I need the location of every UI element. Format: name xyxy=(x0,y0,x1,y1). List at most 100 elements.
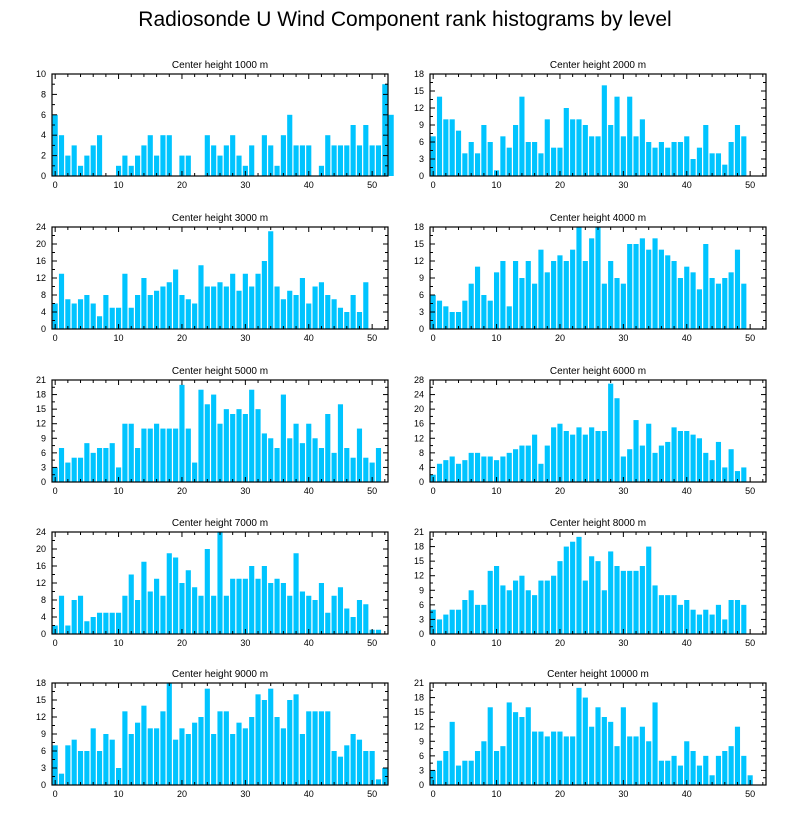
histogram-bar xyxy=(474,751,481,785)
y-tick-label: 12 xyxy=(414,722,424,732)
y-tick-label: 24 xyxy=(36,222,46,232)
histogram-bar xyxy=(677,278,683,329)
histogram-bar xyxy=(627,736,633,785)
histogram-bar xyxy=(500,456,506,482)
histogram-bar xyxy=(154,155,160,176)
histogram-bar xyxy=(147,428,153,482)
y-tick-label: 12 xyxy=(36,578,46,588)
histogram-bar xyxy=(481,456,487,482)
histogram-bar xyxy=(525,590,531,634)
x-tick-label: 30 xyxy=(240,789,250,799)
histogram-bar xyxy=(211,394,217,482)
x-tick-label: 10 xyxy=(492,638,502,648)
histogram-bar xyxy=(204,549,210,634)
histogram-bar xyxy=(71,600,77,634)
histogram-bar xyxy=(646,423,652,482)
histogram-bar xyxy=(734,726,741,785)
x-tick-label: 40 xyxy=(304,638,314,648)
x-tick-label: 40 xyxy=(304,180,314,190)
y-tick-label: 20 xyxy=(36,239,46,249)
histogram-bar xyxy=(430,136,436,176)
histogram-bar xyxy=(135,448,141,482)
histogram-bar xyxy=(382,768,388,785)
histogram-bar xyxy=(236,409,242,482)
histogram-bar xyxy=(614,566,620,634)
x-tick-label: 50 xyxy=(367,333,377,343)
histogram-panel-9: Center height 9000 m 0 10 20 30 40 50 0 3 6 9 12 15 1… xyxy=(36,669,389,799)
histogram-bar xyxy=(734,600,741,634)
x-tick-label: 10 xyxy=(114,789,124,799)
histogram-bar xyxy=(154,728,160,785)
histogram-bar xyxy=(356,428,363,482)
histogram-bar xyxy=(741,136,747,176)
histogram-bar xyxy=(179,155,185,176)
histogram-bar xyxy=(318,165,325,176)
histogram-bar xyxy=(369,145,375,176)
histogram-bar xyxy=(84,621,90,634)
histogram-bar xyxy=(544,580,550,634)
histogram-bar xyxy=(557,731,563,785)
histogram-bar xyxy=(154,578,160,634)
histogram-bar xyxy=(563,736,569,785)
histogram-bar xyxy=(557,255,563,329)
x-tick-label: 30 xyxy=(618,486,628,496)
histogram-bar xyxy=(268,688,274,785)
histogram-bar xyxy=(84,295,90,329)
histogram-bar xyxy=(576,687,582,785)
histogram-bar xyxy=(356,600,363,634)
histogram-bar xyxy=(65,625,71,634)
histogram-bar xyxy=(249,389,255,482)
histogram-bar xyxy=(96,448,103,482)
x-tick-label: 10 xyxy=(114,180,124,190)
histogram-bar xyxy=(356,739,363,785)
histogram-bar xyxy=(318,282,325,329)
histogram-bar xyxy=(268,583,274,634)
y-tick-label: 16 xyxy=(414,419,424,429)
y-tick-label: 12 xyxy=(414,103,424,113)
histogram-bar xyxy=(741,604,747,634)
histogram-bar xyxy=(487,142,493,176)
histogram-bar xyxy=(696,147,703,176)
histogram-bar xyxy=(103,295,109,329)
histogram-bar xyxy=(96,751,103,785)
histogram-bar xyxy=(474,153,481,176)
histogram-bar xyxy=(141,145,147,176)
x-tick-label: 20 xyxy=(177,638,187,648)
histogram-bar xyxy=(230,135,236,176)
histogram-bar xyxy=(589,427,595,482)
panel-title: Center height 10000 m xyxy=(547,669,649,680)
y-tick-label: 28 xyxy=(414,375,424,385)
y-tick-label: 6 xyxy=(419,751,424,761)
histogram-bar xyxy=(525,707,531,785)
histogram-bar xyxy=(312,711,318,785)
y-tick-label: 0 xyxy=(41,324,46,334)
histogram-bar xyxy=(627,96,633,176)
y-tick-label: 6 xyxy=(41,448,46,458)
histogram-bar xyxy=(249,717,255,785)
histogram-bar xyxy=(242,273,248,329)
y-tick-label: 4 xyxy=(41,307,46,317)
y-tick-label: 15 xyxy=(36,404,46,414)
histogram-bar xyxy=(570,541,576,634)
histogram-bar xyxy=(280,135,286,176)
histogram-bar xyxy=(658,249,664,329)
histogram-bar xyxy=(589,238,595,329)
histogram-bar xyxy=(350,295,356,329)
histogram-bar xyxy=(500,136,506,176)
histogram-bar xyxy=(344,745,350,785)
histogram-bar xyxy=(570,249,576,329)
histogram-bar xyxy=(633,570,639,634)
x-tick-label: 0 xyxy=(431,180,436,190)
histogram-bar xyxy=(261,433,267,482)
histogram-bar xyxy=(703,755,709,785)
histogram-bar xyxy=(493,460,500,482)
histogram-bar xyxy=(601,85,607,176)
histogram-bar xyxy=(135,722,141,785)
histogram-bar xyxy=(331,299,337,329)
y-tick-label: 18 xyxy=(36,678,46,688)
histogram-bar xyxy=(582,125,588,176)
histogram-bar xyxy=(715,604,722,634)
histogram-bar xyxy=(128,307,134,329)
histogram-bar xyxy=(544,445,550,482)
histogram-bar xyxy=(325,414,331,482)
